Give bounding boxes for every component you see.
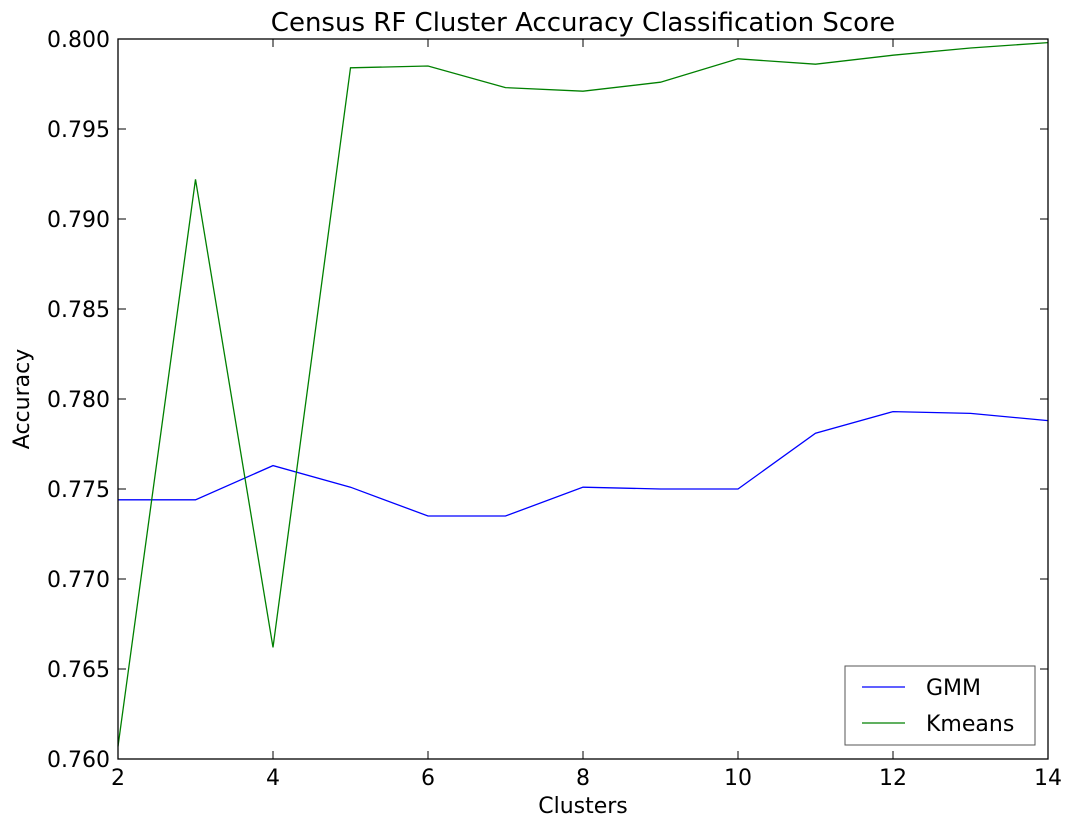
x-tick-label: 12 xyxy=(879,766,907,791)
x-tick-label: 4 xyxy=(266,766,280,791)
series-line-gmm xyxy=(118,410,1049,517)
legend-label-kmeans: Kmeans xyxy=(926,712,1014,737)
plot-frame xyxy=(117,38,1049,760)
x-tick-label: 14 xyxy=(1034,766,1062,791)
y-tick-label: 0.760 xyxy=(47,748,110,773)
y-axis-label: Accuracy xyxy=(10,349,35,449)
y-tick-label: 0.775 xyxy=(47,478,110,503)
y-tick-label: 0.785 xyxy=(47,298,110,323)
plot-area xyxy=(117,41,1049,747)
x-tick-label: 2 xyxy=(111,766,125,791)
y-tick-label: 0.800 xyxy=(47,28,110,53)
x-tick-label: 6 xyxy=(421,766,435,791)
y-tick-label: 0.795 xyxy=(47,118,110,143)
axis-ticks: 2 4 6 8 10 12 14 0.760 0.765 0.770 0.775 0.780 0.785… xyxy=(47,28,1062,791)
legend: GMM Kmeans xyxy=(844,665,1036,746)
y-tick-label: 0.790 xyxy=(47,208,110,233)
legend-frame xyxy=(844,665,1036,746)
series-line-kmeans xyxy=(117,41,1049,747)
y-tick-label: 0.770 xyxy=(47,568,110,593)
legend-label-gmm: GMM xyxy=(926,676,981,701)
chart-title: Census RF Cluster Accuracy Classificatio… xyxy=(271,8,895,38)
x-tick-label: 8 xyxy=(576,766,590,791)
y-tick-label: 0.765 xyxy=(47,658,110,683)
x-tick-label: 10 xyxy=(724,766,752,791)
x-axis-label: Clusters xyxy=(538,794,628,819)
y-tick-label: 0.780 xyxy=(47,388,110,413)
